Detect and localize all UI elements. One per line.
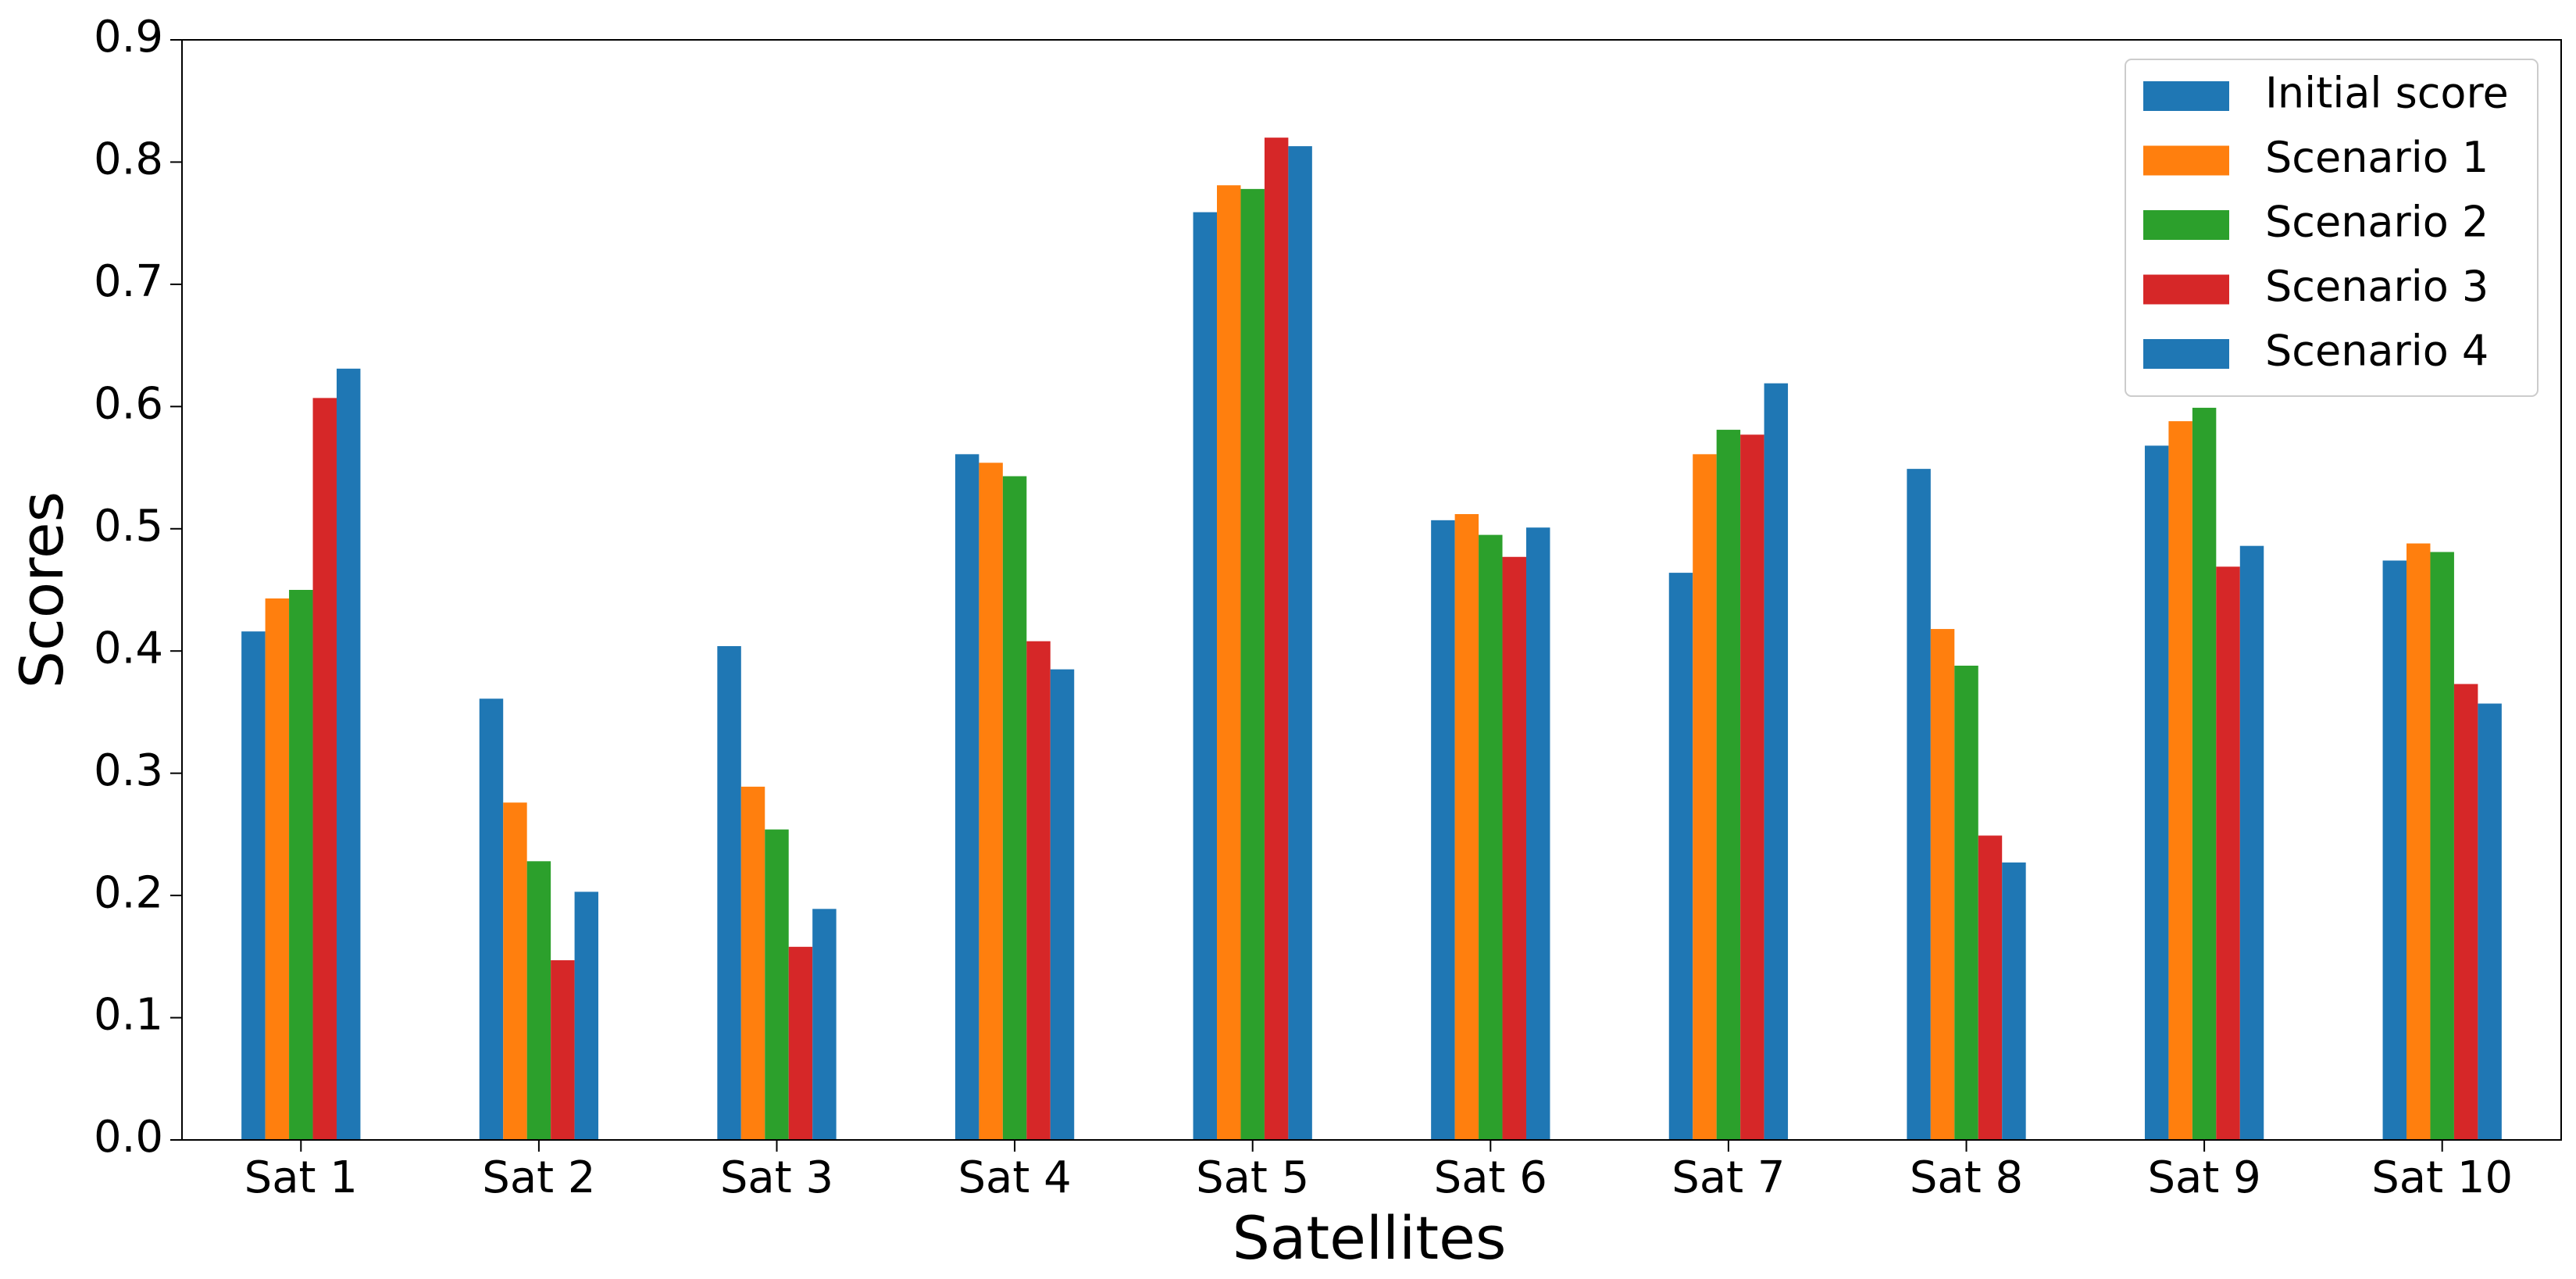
legend-box [2125,59,2539,397]
legend-swatch [2143,145,2229,176]
legend-swatch [2143,81,2229,111]
bar [2002,862,2026,1140]
bar [1288,146,1312,1140]
bar [1502,556,1526,1140]
legend-swatch [2143,274,2229,305]
legend-label: Initial score [2265,69,2509,118]
x-axis-label: Satellites [1233,1203,1507,1273]
bar [2144,445,2169,1140]
bar [2478,703,2502,1140]
y-tick-label: 0.4 [94,623,163,673]
bar [289,590,313,1140]
legend-label: Scenario 1 [2265,133,2489,182]
y-axis-label: Scores [7,491,77,688]
y-tick-label: 0.9 [94,12,163,63]
bar [1454,514,1479,1140]
bar [717,645,741,1140]
x-tick-label: Sat 7 [1672,1152,1785,1203]
bar [2430,552,2454,1140]
bar [526,861,551,1140]
bar [241,631,266,1140]
y-tick-label: 0.8 [94,134,163,185]
bar [1978,835,2003,1140]
bar [336,368,361,1140]
bar [312,398,337,1141]
x-tick-label: Sat 5 [1196,1152,1309,1203]
bar [1264,138,1289,1141]
bar [265,598,290,1140]
bar [1193,212,1218,1140]
bar [1764,383,1789,1140]
x-tick-label: Sat 2 [482,1152,595,1203]
bar [2453,684,2478,1140]
bar [1431,520,1455,1140]
bar [2382,560,2407,1140]
legend-swatch [2143,339,2229,369]
bar [1050,669,1075,1140]
x-tick-label: Sat 10 [2371,1152,2513,1203]
bar [1525,527,1550,1140]
bar [2407,543,2431,1140]
bar [574,891,599,1140]
plot-frame [181,39,2562,1141]
bar [1668,573,1693,1140]
bar [1716,430,1741,1140]
y-tick-label: 0.5 [94,501,163,552]
bar [1217,185,1241,1140]
bar [1026,641,1051,1140]
bar [954,454,979,1140]
bar [2216,566,2240,1140]
x-tick-label: Sat 1 [244,1152,358,1203]
x-tick-label: Sat 8 [1910,1152,2023,1203]
y-tick-label: 0.6 [94,378,163,429]
bar [1693,454,1717,1140]
y-tick-label: 0.3 [94,745,163,796]
bar [1954,665,1978,1140]
bar [1002,476,1027,1140]
bar [2192,407,2217,1140]
bar [740,786,765,1140]
bar [2168,421,2192,1140]
y-tick-label: 0.7 [94,256,163,307]
x-tick-label: Sat 4 [958,1152,1071,1203]
y-tick-label: 0.2 [94,867,163,918]
bar [479,698,504,1140]
bar [1930,629,1955,1140]
bar [503,802,527,1140]
bar [1907,469,1931,1140]
bar [788,946,813,1140]
bar [1740,434,1764,1140]
bar [812,909,837,1140]
x-tick-label: Sat 6 [1434,1152,1547,1203]
legend-label: Scenario 3 [2265,262,2489,311]
bar [979,463,1003,1140]
bar [2239,545,2264,1140]
y-tick-label: 0.1 [94,990,163,1041]
bar [551,960,575,1140]
legend-label: Scenario 4 [2265,327,2489,376]
bar [1240,188,1265,1141]
legend-label: Scenario 2 [2265,198,2489,247]
y-tick-label: 0.0 [94,1112,163,1163]
x-tick-label: Sat 3 [720,1152,833,1203]
bar [765,829,789,1140]
legend-swatch [2143,210,2229,240]
bar [1479,534,1503,1140]
x-tick-label: Sat 9 [2147,1152,2260,1203]
